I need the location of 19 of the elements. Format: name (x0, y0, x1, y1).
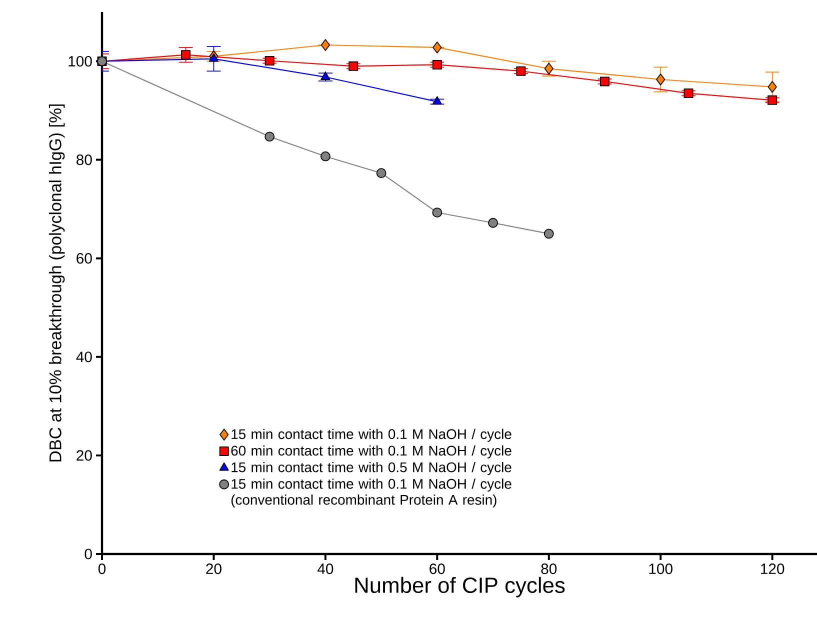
x-tick-label: 60 (430, 564, 445, 574)
x-tick-label: 80 (541, 564, 557, 574)
x-tick-label: 20 (206, 564, 222, 574)
y-tick-label: 40 (76, 352, 92, 362)
y-tick-label: 60 (76, 253, 92, 264)
x-tick-label: 100 (649, 564, 672, 574)
x-tick-label: 0 (98, 564, 106, 574)
x-tick-label: 40 (317, 564, 334, 574)
x-axis-title: Number of CIP cycles (355, 576, 565, 598)
legend-label: 15 min contact time with 0.1 M NaOH / cycle (conventional recombinant Protein A resin) (231, 478, 512, 508)
y-tick-label: 0 (84, 548, 92, 560)
y-tick-label: 100 (68, 56, 92, 67)
legend-label: 15 min contact time with 0.5 M NaOH / cycle (232, 462, 512, 475)
legend-label: 15 min contact time with 0.1 M NaOH / cycle (232, 428, 512, 442)
legend-label: 60 min contact time with 0.1 M NaOH / cycle (231, 445, 512, 458)
x-tick-label: 120 (760, 564, 784, 574)
y-tick-label: 80 (76, 154, 92, 166)
y-axis-title: DBC at 10% breakthrough (polyclonal hIgG) [%] (48, 104, 65, 462)
y-tick-label: 20 (76, 450, 92, 461)
